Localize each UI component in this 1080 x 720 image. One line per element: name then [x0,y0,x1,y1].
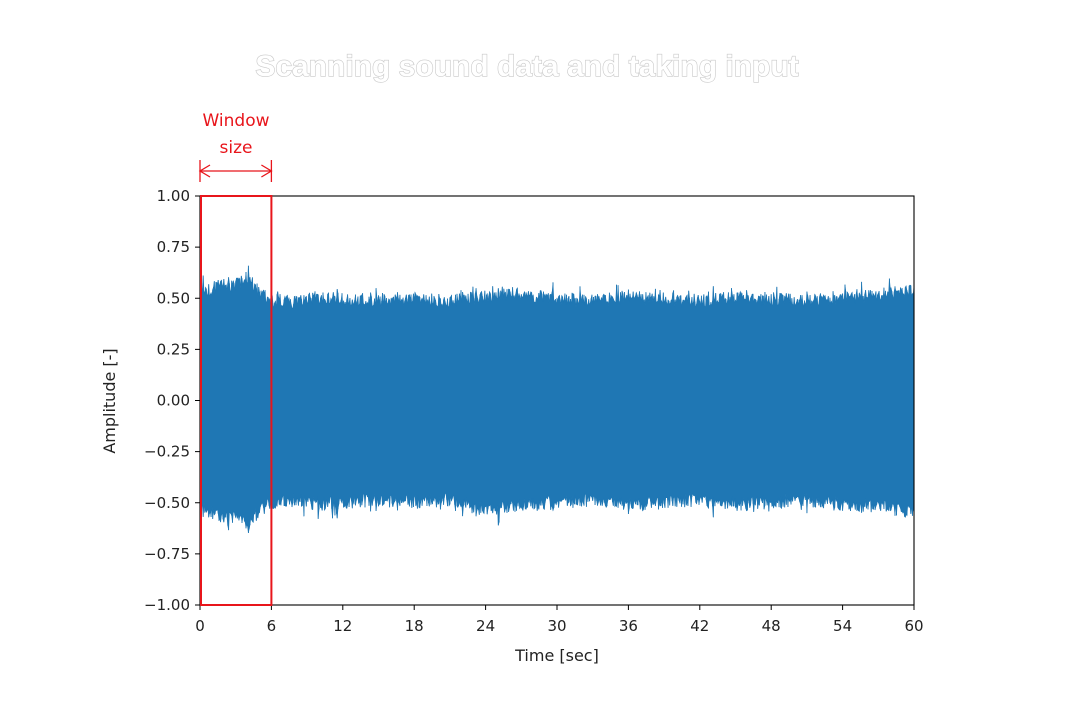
y-tick-label: −1.00 [144,596,190,614]
y-tick-label: 0.25 [157,340,190,358]
window-size-annotation: Window size [198,111,273,606]
y-tick-label: −0.25 [144,443,190,461]
y-tick-label: 0.75 [157,238,190,256]
x-tick-label: 36 [619,617,638,635]
y-tick-label: −0.75 [144,545,190,563]
y-tick-label: 1.00 [157,187,190,205]
window-label-line1: Window [202,111,269,131]
y-tick-label: 0.00 [157,392,190,410]
chart-title: Scanning sound data and taking input [255,50,798,83]
y-axis: 1.00 0.75 0.50 0.25 0.00 −0.25 −0.50 −0.75 −1.00 [144,187,200,614]
window-box [200,195,273,606]
x-axis: 0 6 12 18 24 30 36 42 48 54 60 [195,605,924,635]
window-arrowhead-left [198,164,211,178]
x-tick-label: 54 [833,617,852,635]
x-tick-label: 30 [547,617,566,635]
y-tick-label: 0.50 [157,289,190,307]
window-arrowhead-right [261,164,273,178]
y-axis-label: Amplitude [-] [100,348,119,453]
waveform-line [199,265,915,533]
y-tick-label: −0.50 [144,494,190,512]
x-tick-label: 0 [195,617,205,635]
plot-area [199,195,915,606]
x-tick-label: 42 [690,617,709,635]
x-tick-label: 24 [476,617,495,635]
x-tick-label: 48 [762,617,781,635]
x-tick-label: 6 [267,617,277,635]
x-axis-label: Time [sec] [514,646,599,665]
x-tick-label: 12 [333,617,352,635]
waveform-series [199,265,915,534]
x-tick-label: 18 [405,617,424,635]
x-tick-label: 60 [904,617,923,635]
window-label-line2: size [220,138,253,158]
